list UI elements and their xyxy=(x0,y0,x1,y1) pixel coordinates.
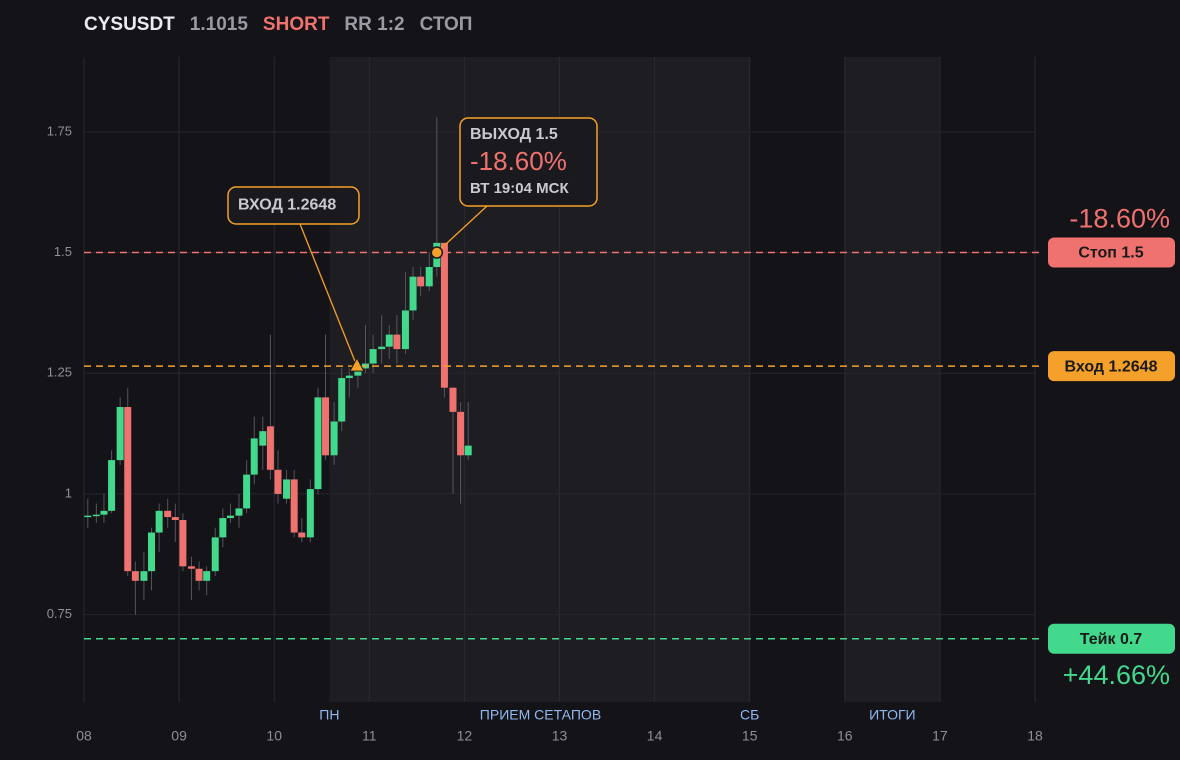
x-tick-label: 09 xyxy=(171,728,187,744)
candle-body xyxy=(457,411,465,456)
x-tick-label: 16 xyxy=(837,728,853,744)
level-label: Тейк 0.7 xyxy=(1080,631,1143,648)
candle-body xyxy=(283,479,291,499)
callout-text: ВХОД 1.2648 xyxy=(238,197,336,214)
candle-body xyxy=(417,276,425,287)
candle-body xyxy=(378,346,386,350)
x-tick-label: 14 xyxy=(647,728,663,744)
candle-body xyxy=(369,349,377,364)
candle-body xyxy=(195,568,203,581)
candle-body xyxy=(164,510,172,518)
x-tick-label: 18 xyxy=(1027,728,1043,744)
x-tick-label: 10 xyxy=(266,728,282,744)
candle-body xyxy=(314,397,322,490)
session-label: ПН xyxy=(319,707,339,723)
x-tick-label: 12 xyxy=(457,728,473,744)
candle-body xyxy=(84,515,92,518)
candle-body xyxy=(100,510,108,515)
candle-body xyxy=(409,276,417,311)
y-tick-label: 0.75 xyxy=(47,606,72,621)
candle-body xyxy=(385,334,393,347)
level-badge xyxy=(1048,351,1175,382)
session-zone xyxy=(844,57,940,702)
level-label: Вход 1.2648 xyxy=(1065,358,1158,375)
level-badge xyxy=(1048,623,1175,654)
x-tick-label: 11 xyxy=(362,728,377,744)
candle-body xyxy=(338,378,346,422)
y-tick-label: 1 xyxy=(65,485,72,500)
candle-body xyxy=(140,571,148,581)
callout-box xyxy=(459,117,598,207)
candle-body xyxy=(243,474,251,509)
candle-body xyxy=(179,519,187,567)
candle-body xyxy=(211,537,219,572)
y-tick-label: 1.5 xyxy=(54,244,72,259)
session-label: ПРИЕМ СЕТАПОВ xyxy=(480,707,601,723)
candle-body xyxy=(116,407,124,461)
candle-body xyxy=(250,438,258,475)
candle-body xyxy=(124,407,132,572)
level-badge xyxy=(1048,237,1175,268)
x-tick-label: 13 xyxy=(552,728,568,744)
candle-body xyxy=(92,514,100,517)
candle-body xyxy=(330,421,338,456)
x-tick-label: 15 xyxy=(742,728,758,744)
y-tick-label: 1.75 xyxy=(47,123,72,138)
rr: RR 1:2 xyxy=(344,14,405,35)
callout-text: -18.60% xyxy=(470,146,567,176)
candle-body xyxy=(345,375,353,379)
candle-body xyxy=(203,571,211,581)
level-change: -18.60% xyxy=(1069,204,1170,234)
session-label: ИТОГИ xyxy=(869,707,916,723)
candle-body xyxy=(171,517,179,520)
callout-text: ВТ 19:04 МСК xyxy=(470,180,569,197)
x-tick-label: 08 xyxy=(76,728,92,744)
callout-text: ВЫХОД 1.5 xyxy=(470,126,558,143)
candle-body xyxy=(226,515,234,519)
candle-body xyxy=(155,510,163,533)
candle-body xyxy=(148,532,156,572)
candle-body xyxy=(108,460,116,511)
level-label: Стоп 1.5 xyxy=(1078,245,1143,262)
candle-body xyxy=(131,571,139,581)
candle-body xyxy=(449,387,457,412)
candle-body xyxy=(298,532,306,538)
candle-body xyxy=(290,479,298,533)
candle-body xyxy=(187,566,195,569)
status: СТОП xyxy=(419,14,473,35)
candle-body xyxy=(401,310,409,350)
entry-marker xyxy=(349,357,365,372)
symbol: CYSUSDT xyxy=(84,14,175,35)
candle-body xyxy=(235,508,243,516)
candle-body xyxy=(425,267,433,287)
callout-line xyxy=(299,223,358,367)
candle-body xyxy=(266,426,274,470)
callout-box xyxy=(227,186,360,225)
candle-body xyxy=(274,469,282,494)
exit-marker xyxy=(430,246,444,259)
session-label: СБ xyxy=(740,707,759,723)
header: CYSUSDT 1.1015 SHORT RR 1:2 СТОП xyxy=(84,14,472,36)
level-change: +44.66% xyxy=(1063,660,1170,690)
candle-body xyxy=(306,489,314,538)
candle-body xyxy=(440,242,448,388)
candle-body xyxy=(259,431,267,446)
side: SHORT xyxy=(262,14,330,35)
x-tick-label: 17 xyxy=(932,728,948,744)
candle-body xyxy=(464,445,472,456)
candle-body xyxy=(322,397,330,456)
candle-body xyxy=(219,518,227,538)
price: 1.1015 xyxy=(189,14,248,35)
candle-body xyxy=(393,334,401,350)
candle-body xyxy=(354,368,362,376)
callout-line xyxy=(436,205,488,254)
y-tick-label: 1.25 xyxy=(47,365,72,380)
